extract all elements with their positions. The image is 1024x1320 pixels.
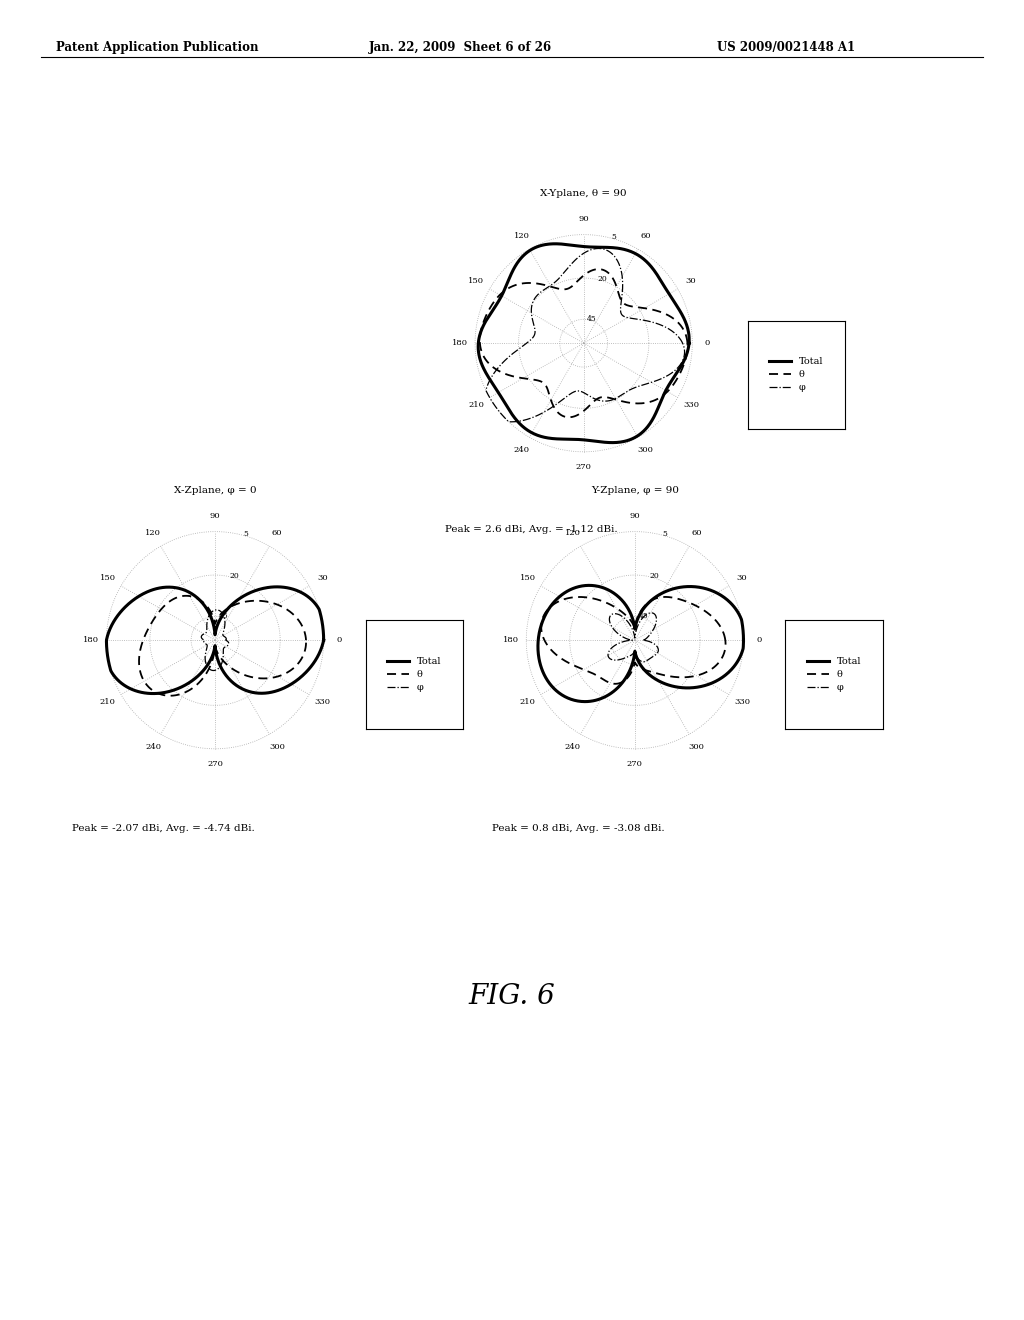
Text: 240: 240 — [145, 743, 161, 751]
Text: 270: 270 — [627, 760, 643, 768]
Text: 120: 120 — [565, 529, 581, 537]
Text: FIG. 6: FIG. 6 — [469, 983, 555, 1010]
Text: Peak = 2.6 dBi, Avg. = -1.12 dBi.: Peak = 2.6 dBi, Avg. = -1.12 dBi. — [445, 525, 618, 535]
Text: 120: 120 — [514, 232, 529, 240]
Text: US 2009/0021448 A1: US 2009/0021448 A1 — [717, 41, 855, 54]
Text: 0: 0 — [705, 339, 710, 347]
Text: 20: 20 — [649, 572, 658, 581]
Text: 5: 5 — [243, 531, 248, 539]
Text: 5: 5 — [663, 531, 668, 539]
Text: 45: 45 — [218, 612, 228, 620]
Text: 330: 330 — [683, 401, 699, 409]
Text: 240: 240 — [514, 446, 529, 454]
Text: 240: 240 — [565, 743, 581, 751]
Text: 120: 120 — [145, 529, 161, 537]
Text: Peak = 0.8 dBi, Avg. = -3.08 dBi.: Peak = 0.8 dBi, Avg. = -3.08 dBi. — [492, 824, 665, 833]
Text: 45: 45 — [638, 612, 648, 620]
Text: 300: 300 — [269, 743, 285, 751]
Text: 20: 20 — [229, 572, 239, 581]
Text: 150: 150 — [519, 574, 536, 582]
Text: 300: 300 — [689, 743, 705, 751]
Text: Patent Application Publication: Patent Application Publication — [56, 41, 259, 54]
Text: 60: 60 — [691, 529, 702, 537]
Text: 30: 30 — [737, 574, 748, 582]
Text: Peak = -2.07 dBi, Avg. = -4.74 dBi.: Peak = -2.07 dBi, Avg. = -4.74 dBi. — [72, 824, 254, 833]
Text: Jan. 22, 2009  Sheet 6 of 26: Jan. 22, 2009 Sheet 6 of 26 — [369, 41, 552, 54]
Text: 90: 90 — [630, 512, 640, 520]
Text: 20: 20 — [598, 275, 607, 284]
Text: 330: 330 — [734, 698, 751, 706]
Text: 180: 180 — [452, 339, 468, 347]
Text: 60: 60 — [640, 232, 651, 240]
Text: 5: 5 — [611, 234, 616, 242]
Text: 0: 0 — [336, 636, 341, 644]
Text: 300: 300 — [638, 446, 653, 454]
Text: 270: 270 — [207, 760, 223, 768]
Legend: Total, θ, φ: Total, θ, φ — [803, 653, 865, 696]
Legend: Total, θ, φ: Total, θ, φ — [765, 354, 827, 396]
Text: 210: 210 — [520, 698, 536, 706]
Text: 150: 150 — [99, 574, 116, 582]
Text: 180: 180 — [503, 636, 519, 644]
Legend: Total, θ, φ: Total, θ, φ — [383, 653, 445, 696]
Text: 180: 180 — [83, 636, 99, 644]
Text: 330: 330 — [314, 698, 331, 706]
Text: 0: 0 — [756, 636, 761, 644]
Text: 30: 30 — [686, 277, 696, 285]
Text: 150: 150 — [468, 277, 484, 285]
Text: 60: 60 — [271, 529, 283, 537]
Title: Y-Zplane, φ = 90: Y-Zplane, φ = 90 — [591, 486, 679, 495]
Text: 210: 210 — [469, 401, 484, 409]
Text: 90: 90 — [579, 215, 589, 223]
Text: 30: 30 — [317, 574, 328, 582]
Text: 45: 45 — [587, 315, 597, 323]
Text: 210: 210 — [100, 698, 116, 706]
Title: X-Yplane, θ = 90: X-Yplane, θ = 90 — [541, 189, 627, 198]
Text: 90: 90 — [210, 512, 220, 520]
Text: 270: 270 — [575, 463, 592, 471]
Title: X-Zplane, φ = 0: X-Zplane, φ = 0 — [174, 486, 256, 495]
